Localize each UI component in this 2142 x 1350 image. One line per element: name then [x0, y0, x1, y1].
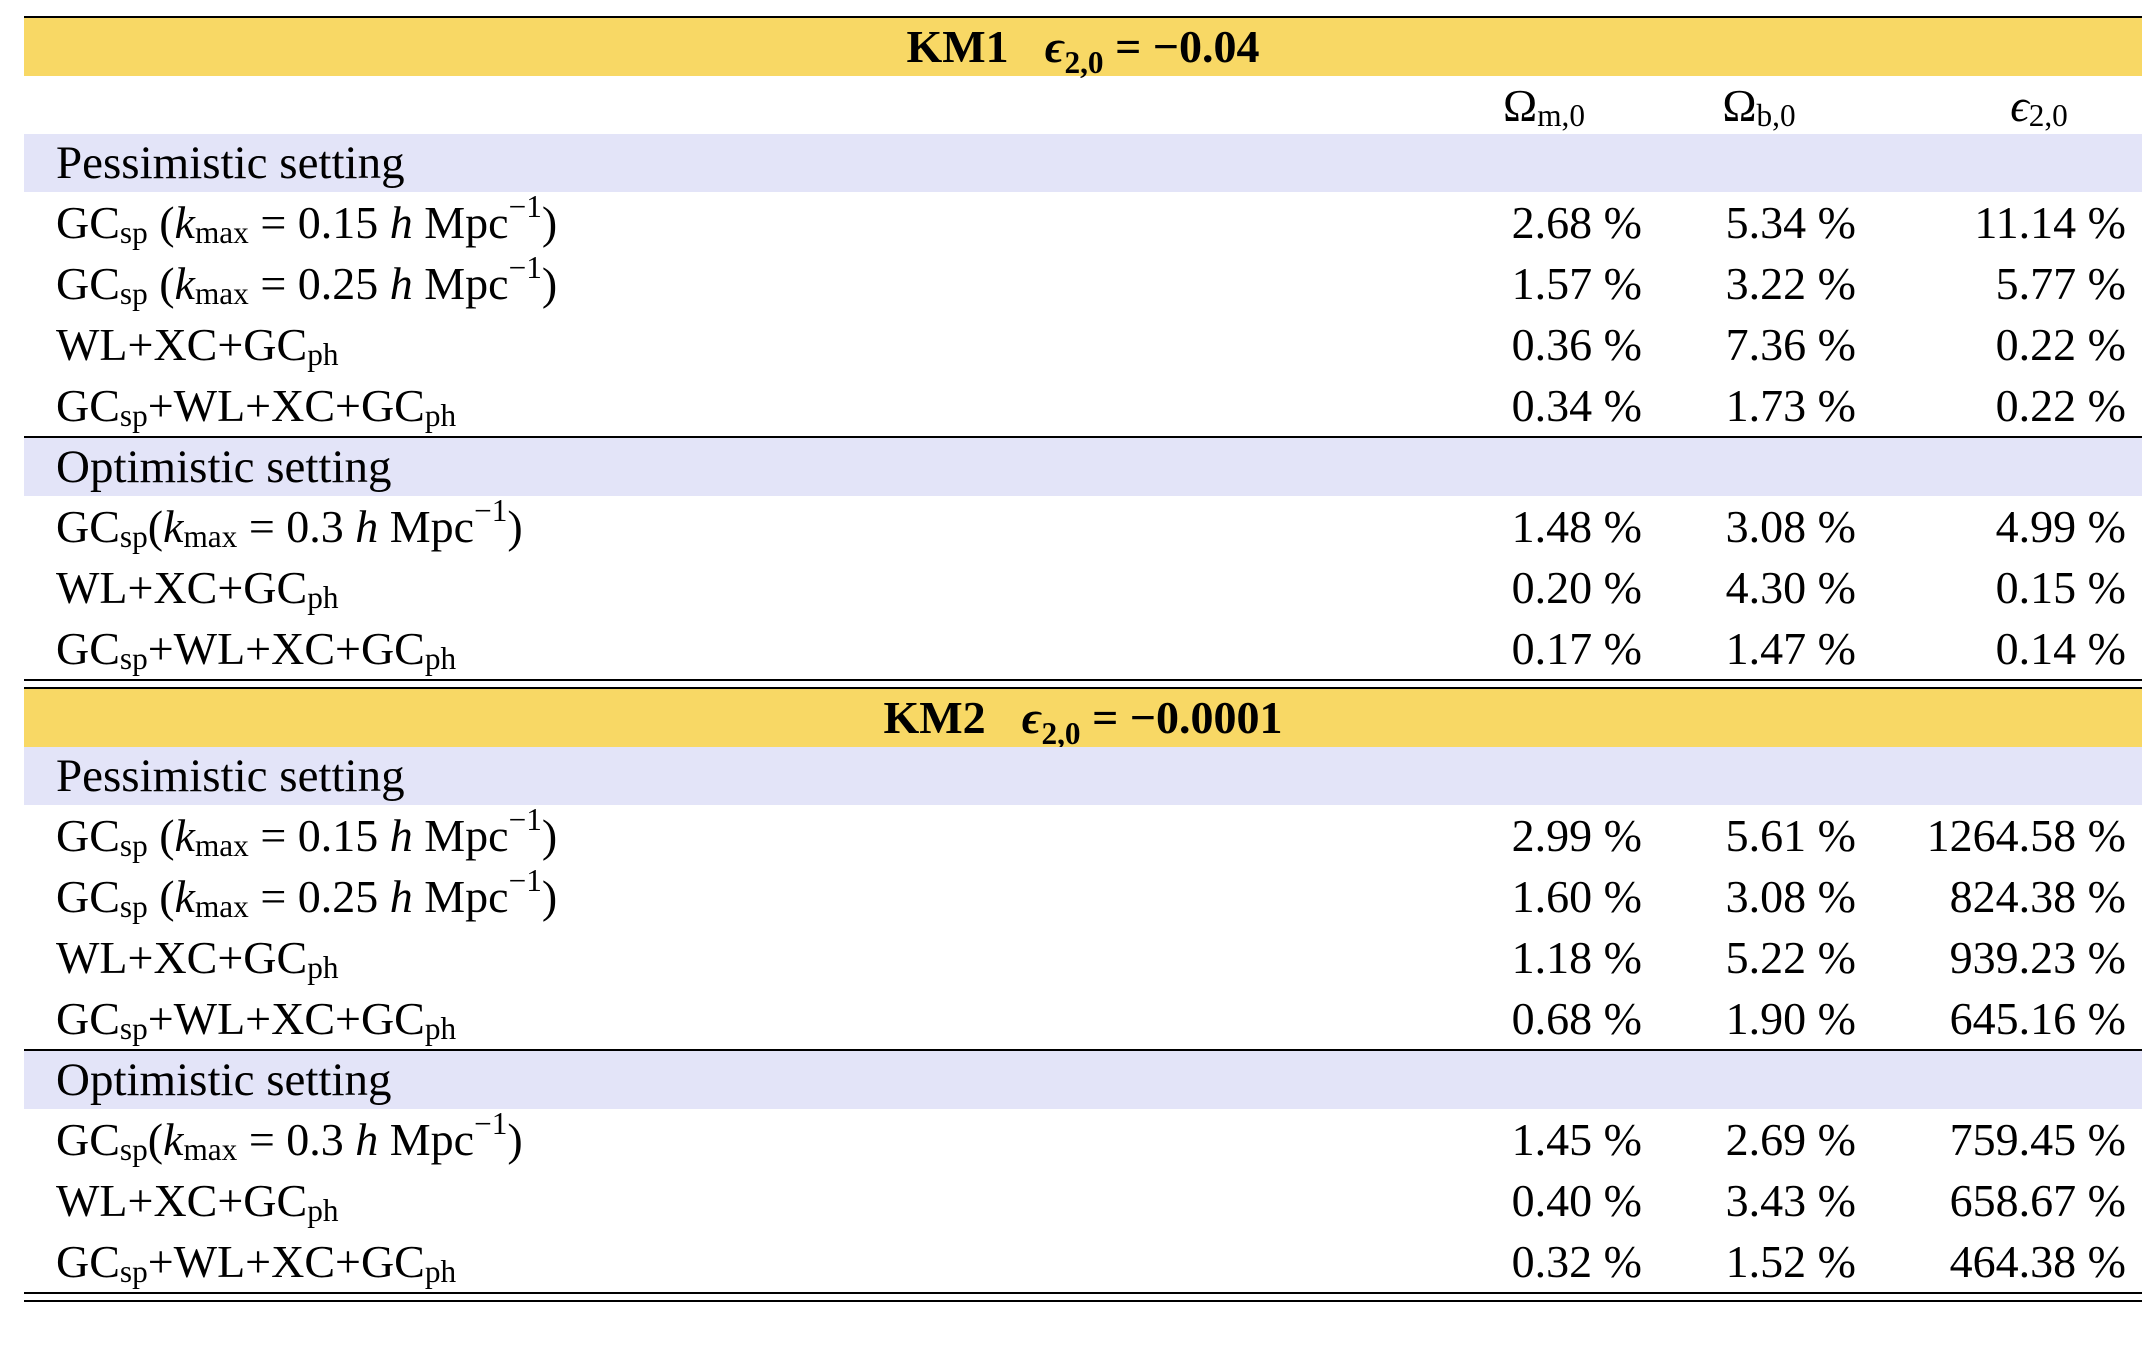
value-omega-m: 0.34 % — [1511, 380, 1642, 431]
section-label: Pessimistic setting — [56, 750, 405, 802]
section-row: Pessimistic setting — [24, 747, 2142, 805]
value-omega-m: 0.36 % — [1511, 319, 1642, 370]
table-row: WL+XC+GC ph 0.36 % 7.36 % 0.22 % — [24, 314, 2142, 375]
value-epsilon: 0.22 % — [1995, 319, 2126, 370]
table-row: WL+XC+GC ph 0.20 % 4.30 % 0.15 % — [24, 557, 2142, 618]
value-epsilon: 464.38 % — [1949, 1236, 2126, 1287]
row-label: WL+XC+GC ph — [56, 319, 339, 373]
value-omega-m: 2.99 % — [1511, 810, 1642, 861]
row-label: GC sp +WL+XC+GC ph — [56, 623, 457, 677]
value-omega-m: 1.18 % — [1511, 932, 1642, 983]
table-row: GC sp +WL+XC+GC ph 0.17 % 1.47 % 0.14 % — [24, 618, 2142, 679]
value-omega-b: 3.22 % — [1725, 258, 1856, 309]
value-omega-m: 0.20 % — [1511, 562, 1642, 613]
value-omega-m: 1.60 % — [1511, 871, 1642, 922]
row-label: GC sp(k max = 0.3 h Mpc −1) — [56, 492, 523, 555]
table-row: GC sp (k max = 0.25 h Mpc −1) 1.57 % 3.22 %… — [24, 249, 2142, 314]
value-omega-b: 7.36 % — [1725, 319, 1856, 370]
value-epsilon: 0.22 % — [1995, 380, 2126, 431]
value-epsilon: 5.77 % — [1995, 258, 2126, 309]
value-omega-m: 0.17 % — [1511, 623, 1642, 674]
value-omega-b: 3.08 % — [1725, 871, 1856, 922]
value-epsilon: 645.16 % — [1949, 993, 2126, 1044]
model-name: KM1 — [906, 21, 1009, 72]
value-omega-b: 3.43 % — [1725, 1175, 1856, 1226]
table-row: GC sp (k max = 0.15 h Mpc −1) 2.99 % 5.61 %… — [24, 801, 2142, 866]
row-label: GC sp (k max = 0.25 h Mpc −1) — [56, 249, 558, 312]
param-subscript: 2,0 — [1041, 715, 1081, 751]
value-omega-b: 1.47 % — [1725, 623, 1856, 674]
value-epsilon: 11.14 % — [1974, 197, 2126, 248]
section-row: Optimistic setting — [24, 438, 2142, 496]
row-label: GC sp +WL+XC+GC ph — [56, 1236, 457, 1290]
value-epsilon: 759.45 % — [1949, 1114, 2126, 1165]
section-label: Optimistic setting — [56, 1054, 392, 1106]
value-omega-b: 5.34 % — [1725, 197, 1856, 248]
row-label: GC sp (k max = 0.15 h Mpc −1) — [56, 801, 558, 864]
value-omega-m: 0.68 % — [1511, 993, 1642, 1044]
value-omega-m: 1.57 % — [1511, 258, 1642, 309]
row-label: WL+XC+GC ph — [56, 1175, 339, 1229]
table-row: GC sp +WL+XC+GC ph 0.34 % 1.73 % 0.22 % — [24, 375, 2142, 436]
value-epsilon: 4.99 % — [1995, 501, 2126, 552]
value-epsilon: 658.67 % — [1949, 1175, 2126, 1226]
row-label: WL+XC+GC ph — [56, 932, 339, 986]
section-label: Pessimistic setting — [56, 137, 405, 189]
row-label: GC sp(k max = 0.3 h Mpc −1) — [56, 1105, 523, 1168]
value-epsilon: 0.14 % — [1995, 623, 2126, 674]
value-omega-b: 3.08 % — [1725, 501, 1856, 552]
table-row: WL+XC+GC ph 1.18 % 5.22 % 939.23 % — [24, 927, 2142, 988]
row-label: GC sp +WL+XC+GC ph — [56, 993, 457, 1047]
section-divider — [24, 1049, 2142, 1051]
value-epsilon: 1264.58 % — [1926, 810, 2126, 861]
band-title: KM1 ϵ2,0 = −0.04 — [24, 18, 2142, 78]
param-symbol: ϵ — [1044, 21, 1065, 72]
row-label: GC sp (k max = 0.15 h Mpc −1) — [56, 188, 558, 251]
value-omega-m: 0.32 % — [1511, 1236, 1642, 1287]
section-divider — [24, 436, 2142, 438]
table-row: GC sp (k max = 0.15 h Mpc −1) 2.68 % 5.34 %… — [24, 188, 2142, 253]
value-omega-m: 0.40 % — [1511, 1175, 1642, 1226]
band-title: KM2 ϵ2,0 = −0.0001 — [24, 689, 2142, 749]
table-row: GC sp (k max = 0.25 h Mpc −1) 1.60 % 3.08 %… — [24, 862, 2142, 927]
value-omega-b: 2.69 % — [1725, 1114, 1856, 1165]
value-epsilon: 939.23 % — [1949, 932, 2126, 983]
value-epsilon: 824.38 % — [1949, 871, 2126, 922]
section-row: Optimistic setting — [24, 1051, 2142, 1109]
value-omega-b: 4.30 % — [1725, 562, 1856, 613]
model-name: KM2 — [883, 692, 986, 743]
value-omega-b: 5.22 % — [1725, 932, 1856, 983]
param-subscript: 2,0 — [1064, 44, 1104, 80]
table-row: WL+XC+GC ph 0.40 % 3.43 % 658.67 % — [24, 1170, 2142, 1231]
value-omega-m: 1.48 % — [1511, 501, 1642, 552]
table-bottom-rule — [24, 1292, 2142, 1302]
value-epsilon: 0.15 % — [1995, 562, 2126, 613]
row-label: GC sp (k max = 0.25 h Mpc −1) — [56, 862, 558, 925]
table-band-km2: KM2 ϵ2,0 = −0.0001 — [24, 689, 2142, 749]
row-label: GC sp +WL+XC+GC ph — [56, 380, 457, 434]
value-omega-b: 1.73 % — [1725, 380, 1856, 431]
value-omega-b: 5.61 % — [1725, 810, 1856, 861]
value-omega-b: 1.90 % — [1725, 993, 1856, 1044]
value-omega-m: 1.45 % — [1511, 1114, 1642, 1165]
table-row: GC sp +WL+XC+GC ph 0.32 % 1.52 % 464.38 % — [24, 1231, 2142, 1292]
section-row: Pessimistic setting — [24, 134, 2142, 192]
section-label: Optimistic setting — [56, 441, 392, 493]
table-row: GC sp(k max = 0.3 h Mpc −1) 1.45 % 2.69 % 7… — [24, 1105, 2142, 1170]
param-symbol: ϵ — [1021, 692, 1042, 743]
table-divider-double — [24, 679, 2142, 689]
value-omega-m: 2.68 % — [1511, 197, 1642, 248]
column-header-epsilon: ϵ 2,0 — [2010, 79, 2068, 133]
table-row: GC sp +WL+XC+GC ph 0.68 % 1.90 % 645.16 % — [24, 988, 2142, 1049]
param-value: = −0.04 — [1115, 21, 1260, 72]
param-value: = −0.0001 — [1092, 692, 1283, 743]
row-label: WL+XC+GC ph — [56, 562, 339, 616]
table-band-km1: KM1 ϵ2,0 = −0.04 — [24, 18, 2142, 78]
table-row: GC sp(k max = 0.3 h Mpc −1) 1.48 % 3.08 % 4… — [24, 492, 2142, 557]
value-omega-b: 1.52 % — [1725, 1236, 1856, 1287]
